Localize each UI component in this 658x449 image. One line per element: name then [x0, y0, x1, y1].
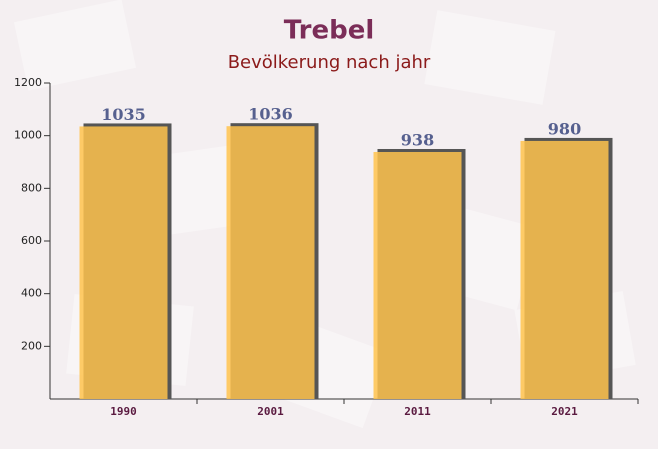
y-tick-label: 1000	[14, 129, 42, 142]
value-label: 980	[548, 119, 581, 138]
bar	[520, 140, 609, 399]
bar	[79, 126, 168, 399]
x-tick-label: 2021	[551, 405, 578, 418]
value-label: 1035	[101, 105, 146, 124]
y-tick-label: 800	[21, 181, 42, 194]
x-tick-label: 1990	[110, 405, 137, 418]
chart-title: Trebel	[284, 16, 375, 46]
y-tick-label: 400	[21, 287, 42, 300]
value-label: 1036	[248, 105, 293, 124]
x-tick-label: 2011	[404, 405, 431, 418]
y-tick-label: 600	[21, 234, 42, 247]
y-tick-label: 200	[21, 339, 42, 352]
value-label: 938	[401, 130, 434, 149]
bar	[226, 126, 315, 399]
x-tick-label: 2001	[257, 405, 284, 418]
y-tick-label: 1200	[14, 76, 42, 89]
bar	[373, 151, 462, 399]
chart-subtitle: Bevölkerung nach jahr	[228, 52, 431, 73]
